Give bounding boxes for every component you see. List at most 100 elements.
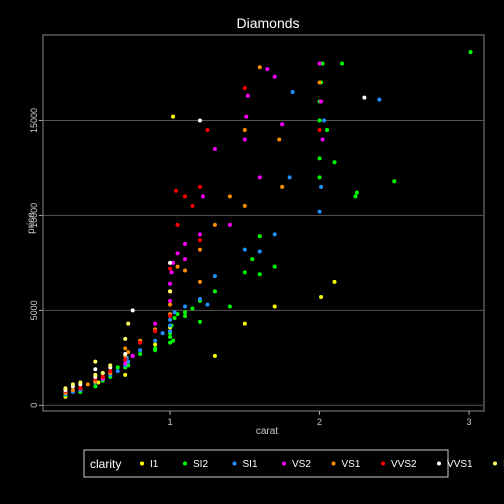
point-VS2-22 xyxy=(265,67,270,72)
legend-label-SI1: SI1 xyxy=(243,459,258,470)
point-SI2-34 xyxy=(353,194,358,199)
point-SI1-24 xyxy=(319,184,324,189)
point-VVS2-4 xyxy=(108,369,113,374)
point-VS1-25 xyxy=(123,346,128,351)
point-SI1-26 xyxy=(290,89,295,94)
point-VS1-17 xyxy=(242,203,247,208)
point-VS2-19 xyxy=(244,114,249,119)
point-SI2-38 xyxy=(317,118,322,123)
point-SI1-17 xyxy=(197,296,202,301)
point-SI2-39 xyxy=(227,304,232,309)
point-SI1-6 xyxy=(115,369,120,374)
point-SI1-19 xyxy=(212,274,217,279)
x-tick-label-1: 1 xyxy=(168,417,173,427)
point-VVS2-13 xyxy=(197,184,202,189)
point-VS1-22 xyxy=(317,80,322,85)
point-I1-9 xyxy=(332,279,337,284)
point-SI2-35 xyxy=(354,190,359,195)
point-SI1-8 xyxy=(126,359,131,364)
point-VS1-24 xyxy=(168,302,173,307)
point-SI2-14 xyxy=(183,310,188,315)
point-VS1-20 xyxy=(277,137,282,142)
point-SI2-9 xyxy=(168,340,173,345)
point-VVS2-17 xyxy=(197,238,202,243)
point-SI2-12 xyxy=(172,315,177,320)
point-SI2-33 xyxy=(339,61,344,66)
point-VS1-14 xyxy=(197,247,202,252)
point-VS1-21 xyxy=(280,184,285,189)
legend-swatch-IF xyxy=(493,461,497,466)
point-VS2-23 xyxy=(272,74,277,79)
point-I1-8 xyxy=(319,295,324,300)
point-I1-3 xyxy=(153,342,158,347)
x-tick-label-2: 2 xyxy=(317,417,322,427)
point-VVS2-15 xyxy=(242,86,247,91)
point-SI1-10 xyxy=(138,348,143,353)
point-VVS2-10 xyxy=(175,222,180,227)
point-I1-2 xyxy=(123,372,128,377)
point-VS1-13 xyxy=(183,268,188,273)
legend-swatch-I1 xyxy=(140,461,144,466)
y-tick-label-0: 0 xyxy=(29,403,39,408)
x-axis-label: carat xyxy=(256,426,278,437)
point-SI2-18 xyxy=(242,270,247,275)
point-IF-9 xyxy=(93,372,98,377)
point-VS2-26 xyxy=(320,137,325,142)
y-axis-ticks: 0 5000 10000 15000 xyxy=(29,108,43,408)
point-VS2-15 xyxy=(197,232,202,237)
gridlines xyxy=(43,119,484,406)
point-SI1-18 xyxy=(205,302,210,307)
legend-label-SI2: SI2 xyxy=(193,459,208,470)
point-IF-6 xyxy=(123,336,128,341)
point-VS2-27 xyxy=(280,122,285,127)
point-VVS2-6 xyxy=(138,340,143,345)
point-VS2-21 xyxy=(257,175,262,180)
point-SI2-32 xyxy=(332,160,337,165)
point-VS1-1 xyxy=(70,388,75,393)
point-VS2-16 xyxy=(200,194,205,199)
point-SI2-25 xyxy=(115,365,120,370)
point-SI2-6 xyxy=(126,363,131,368)
legend-label-VS1: VS1 xyxy=(342,459,361,470)
point-VVS1-7 xyxy=(130,308,135,313)
point-SI2-26 xyxy=(317,175,322,180)
point-VS2-17 xyxy=(212,146,217,151)
point-SI1-21 xyxy=(257,249,262,254)
x-tick-label-3: 3 xyxy=(467,417,472,427)
point-SI1-13 xyxy=(168,323,173,328)
point-SI1-25 xyxy=(377,97,382,102)
point-VVS1-6 xyxy=(123,352,128,357)
point-VS2-25 xyxy=(319,99,324,104)
point-VS2-18 xyxy=(242,137,247,142)
point-VVS2-12 xyxy=(190,203,195,208)
point-SI2-19 xyxy=(250,257,255,262)
point-VVS2-3 xyxy=(100,374,105,379)
point-VS2-6 xyxy=(130,353,135,358)
point-VS1-15 xyxy=(212,222,217,227)
plot-panel xyxy=(42,34,485,412)
point-VS2-24 xyxy=(317,61,322,66)
point-VVS2-5 xyxy=(123,357,128,362)
point-VVS1-11 xyxy=(93,367,98,372)
point-VVS2-18 xyxy=(168,266,173,271)
point-SI1-15 xyxy=(172,310,177,315)
legend-swatch-VVS2 xyxy=(381,461,385,466)
point-SI2-7 xyxy=(138,352,143,357)
y-axis-label: price xyxy=(26,212,37,234)
point-VS2-12 xyxy=(171,260,176,265)
point-SI1-27 xyxy=(287,175,292,180)
point-VS1-18 xyxy=(242,127,247,132)
point-SI2-27 xyxy=(317,156,322,161)
point-VVS1-8 xyxy=(168,260,173,265)
point-VS2-8 xyxy=(153,321,158,326)
y-tick-label-5000: 5000 xyxy=(29,300,39,320)
legend-label-VS2: VS2 xyxy=(292,459,311,470)
point-IF-7 xyxy=(126,321,131,326)
point-VVS2-14 xyxy=(205,127,210,132)
scatter-points xyxy=(63,50,473,399)
point-IF-8 xyxy=(168,289,173,294)
point-VS1-19 xyxy=(257,65,262,70)
legend-title: clarity xyxy=(90,457,121,471)
point-IF-2 xyxy=(78,380,83,385)
point-SI1-29 xyxy=(168,329,173,334)
